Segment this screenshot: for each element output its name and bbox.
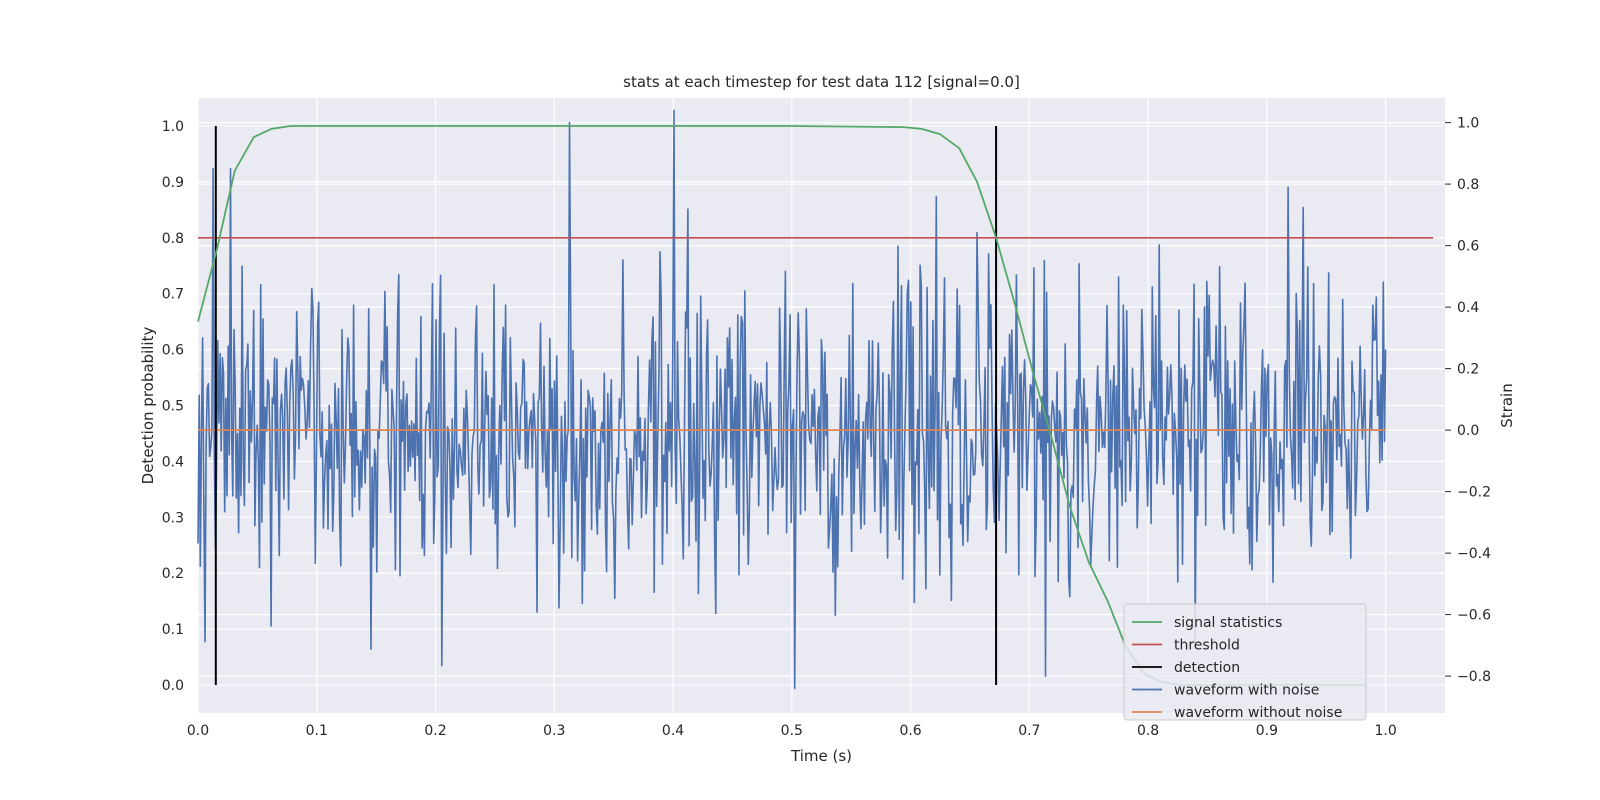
x-tick-label: 0.4 <box>662 723 684 739</box>
y-right-tick-label: 0.0 <box>1457 423 1479 439</box>
legend-label: detection <box>1174 660 1240 676</box>
y-tick-label: 0.9 <box>162 175 184 191</box>
y-tick-label: 0.6 <box>162 343 184 359</box>
y-right-tick-label: −0.4 <box>1457 546 1491 562</box>
x-tick-label: 1.0 <box>1374 723 1396 739</box>
x-tick-label: 0.5 <box>781 723 803 739</box>
y-right-axis-label: Strain <box>1498 383 1516 427</box>
legend-label: threshold <box>1174 638 1240 654</box>
x-axis-label: Time (s) <box>790 747 852 765</box>
y-tick-label: 1.0 <box>162 119 184 135</box>
tick-labels: 0.0 0.1 0.2 0.3 0.4 0.5 0.6 0.7 0.8 0.9 1.0 0.0 0.1 0… <box>162 116 1491 739</box>
x-tick-label: 0.0 <box>187 723 209 739</box>
y-tick-label: 0.2 <box>162 566 184 582</box>
y-tick-label: 0.8 <box>162 231 184 247</box>
legend-box <box>1123 603 1367 721</box>
y-tick-label: 0.5 <box>162 399 184 415</box>
legend-label: waveform with noise <box>1174 683 1319 699</box>
x-tick-label: 0.1 <box>306 723 328 739</box>
y-tick-label: 0.0 <box>162 678 184 694</box>
legend: signal statistics threshold detection wavef… <box>1123 603 1367 721</box>
y-tick-label: 0.7 <box>162 287 184 303</box>
y-right-tick-label: −0.8 <box>1457 669 1491 685</box>
x-tick-label: 0.2 <box>424 723 446 739</box>
y-right-tick-label: 0.2 <box>1457 362 1479 378</box>
y-tick-label: 0.3 <box>162 510 184 526</box>
y-tick-label: 0.4 <box>162 454 184 470</box>
x-tick-label: 0.6 <box>899 723 921 739</box>
y-right-tick-label: −0.6 <box>1457 608 1491 624</box>
legend-label: signal statistics <box>1174 615 1282 631</box>
y-right-tick-label: 0.6 <box>1457 239 1479 255</box>
x-tick-label: 0.9 <box>1256 723 1278 739</box>
y-right-tick-label: −0.2 <box>1457 485 1491 501</box>
y-tick-label: 0.1 <box>162 622 184 638</box>
y-right-tick-label: 0.8 <box>1457 177 1479 193</box>
y-axis-label: Detection probability <box>139 327 157 485</box>
x-tick-label: 0.3 <box>543 723 565 739</box>
y-right-tick-label: 0.4 <box>1457 300 1479 316</box>
x-tick-label: 0.8 <box>1137 723 1159 739</box>
x-tick-label: 0.7 <box>1018 723 1040 739</box>
y-right-tick-label: 1.0 <box>1457 116 1479 132</box>
legend-label: waveform without noise <box>1174 705 1342 721</box>
chart-title: stats at each timestep for test data 112… <box>623 73 1020 91</box>
waveform-with-noise-line <box>197 109 1387 690</box>
